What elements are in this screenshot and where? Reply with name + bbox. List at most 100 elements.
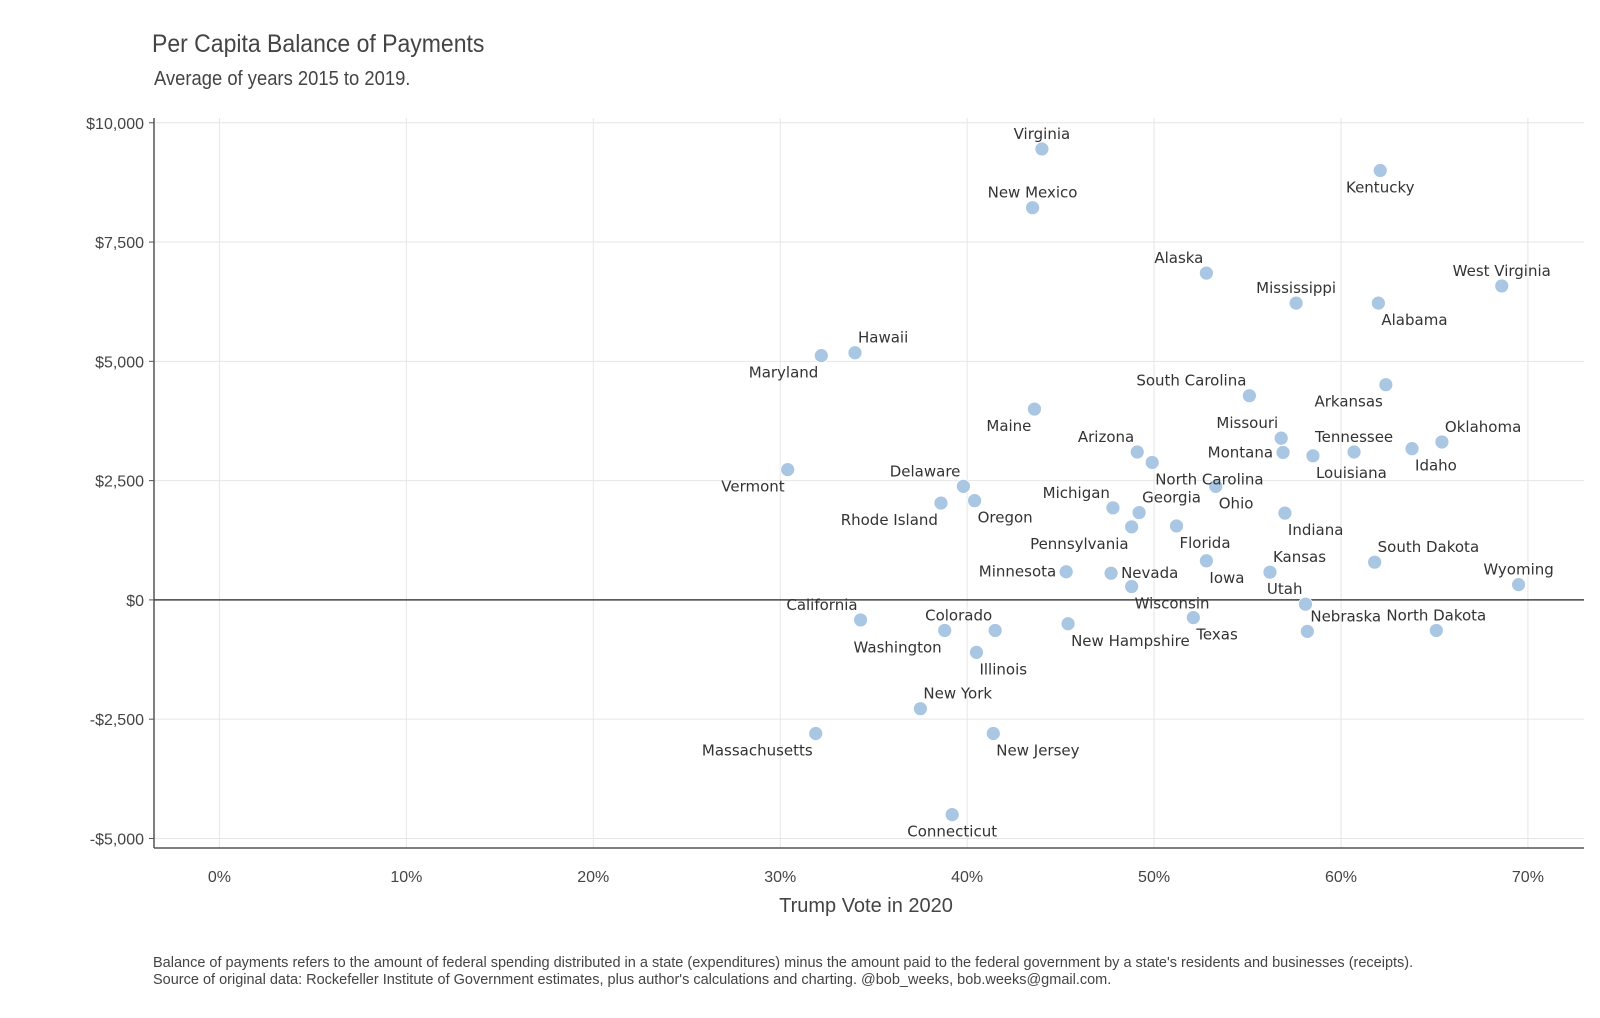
x-axis-ticks: 0% 10% 20% 30% 40% 50% 60% 70% — [208, 869, 1544, 886]
point-california — [853, 612, 868, 628]
label-colorado: Colorado — [925, 606, 992, 624]
point-alabama — [1370, 295, 1386, 311]
x-tick-label: 40% — [951, 869, 983, 886]
label-west-virginia: West Virginia — [1453, 262, 1551, 280]
label-montana: Montana — [1208, 443, 1273, 461]
point-nebraska — [1299, 623, 1315, 639]
y-tick-label: $10,000 — [86, 116, 144, 133]
label-missouri: Missouri — [1216, 414, 1278, 432]
label-utah: Utah — [1267, 580, 1303, 598]
x-tick-label: 10% — [390, 869, 422, 886]
data-points — [780, 141, 1526, 823]
label-connecticut: Connecticut — [907, 823, 997, 841]
point-rhode-island — [933, 495, 949, 511]
label-south-carolina: South Carolina — [1136, 372, 1246, 390]
point-ohio — [1208, 478, 1224, 494]
label-mississippi: Mississippi — [1256, 279, 1336, 297]
scatter-chart: -$5,000 -$2,500 $0 $2,500 $5,000 $7,500 $10,00… — [86, 116, 1584, 917]
grid-lines — [154, 118, 1584, 848]
point-labels: Virginia Kentucky New Mexico Alaska Mississi… — [702, 125, 1554, 841]
point-maine — [1027, 401, 1042, 417]
label-florida: Florida — [1179, 534, 1230, 552]
label-indiana: Indiana — [1288, 521, 1344, 539]
point-arkansas — [1378, 377, 1394, 393]
x-tick-label: 20% — [577, 869, 609, 886]
label-washington: Washington — [854, 638, 942, 656]
x-axis-title: Trump Vote in 2020 — [779, 895, 953, 917]
point-michigan — [1105, 500, 1121, 516]
point-kansas — [1262, 564, 1278, 580]
point-oklahoma — [1434, 434, 1450, 450]
point-hawaii — [847, 345, 863, 361]
point-iowa — [1199, 553, 1214, 569]
point-mississippi — [1288, 295, 1304, 311]
point-new-jersey — [985, 726, 1001, 741]
y-tick-label: $7,500 — [95, 235, 144, 252]
point-south-carolina — [1241, 388, 1257, 404]
label-kentucky: Kentucky — [1346, 178, 1415, 196]
label-north-dakota: North Dakota — [1386, 606, 1486, 624]
y-tick-label: $0 — [126, 593, 144, 610]
chart-subtitle: Average of years 2015 to 2019. — [154, 68, 411, 90]
y-tick-label: -$5,000 — [90, 831, 144, 848]
point-connecticut — [944, 807, 960, 823]
label-massachusetts: Massachusetts — [702, 741, 813, 759]
point-massachusetts — [808, 726, 824, 741]
label-virginia: Virginia — [1014, 125, 1071, 143]
y-tick-label: $5,000 — [95, 354, 144, 371]
x-tick-label: 30% — [764, 869, 796, 886]
label-ohio: Ohio — [1219, 494, 1254, 512]
label-minnesota: Minnesota — [979, 563, 1056, 581]
label-california: California — [786, 596, 857, 614]
label-wisconsin: Wisconsin — [1135, 595, 1210, 613]
point-vermont — [780, 462, 796, 478]
label-maine: Maine — [986, 417, 1031, 435]
y-axis-ticks: -$5,000 -$2,500 $0 $2,500 $5,000 $7,500 $10,00… — [86, 116, 154, 848]
point-florida — [1169, 518, 1184, 534]
point-indiana — [1277, 505, 1293, 521]
label-alaska: Alaska — [1154, 249, 1203, 267]
point-illinois — [969, 644, 984, 660]
label-arkansas: Arkansas — [1314, 393, 1383, 411]
x-tick-label: 60% — [1325, 869, 1357, 886]
point-arizona — [1129, 444, 1145, 460]
label-hawaii: Hawaii — [858, 329, 908, 347]
label-south-dakota: South Dakota — [1378, 538, 1480, 556]
chart-caption: Balance of payments refers to the amount… — [153, 955, 1414, 988]
chart-title: Per Capita Balance of Payments — [152, 30, 485, 58]
label-maryland: Maryland — [749, 364, 819, 382]
label-arizona: Arizona — [1078, 428, 1134, 446]
point-colorado — [987, 623, 1003, 638]
x-tick-label: 70% — [1512, 869, 1544, 886]
point-maryland — [813, 348, 829, 364]
point-missouri — [1273, 430, 1289, 446]
label-rhode-island: Rhode Island — [841, 511, 938, 529]
label-new-hampshire: New Hampshire — [1071, 632, 1190, 650]
point-washington — [937, 623, 953, 638]
axes — [153, 118, 1584, 849]
label-nebraska: Nebraska — [1310, 607, 1381, 625]
point-minnesota — [1058, 564, 1074, 580]
point-virginia — [1034, 141, 1050, 157]
point-new-hampshire — [1060, 616, 1076, 632]
label-new-mexico: New Mexico — [988, 184, 1078, 202]
point-north-carolina — [1144, 455, 1160, 470]
point-new-mexico — [1025, 200, 1040, 216]
point-pennsylvania — [1124, 519, 1140, 535]
label-illinois: Illinois — [979, 660, 1027, 678]
label-texas: Texas — [1195, 626, 1238, 644]
label-louisiana: Louisiana — [1316, 464, 1387, 482]
y-tick-label: $2,500 — [95, 474, 144, 491]
label-tennessee: Tennessee — [1314, 428, 1393, 446]
label-iowa: Iowa — [1209, 569, 1244, 587]
point-idaho — [1404, 441, 1420, 457]
x-tick-label: 50% — [1138, 869, 1170, 886]
point-wyoming — [1511, 577, 1526, 593]
label-nevada: Nevada — [1121, 564, 1178, 582]
point-louisiana — [1305, 448, 1321, 464]
point-wisconsin — [1124, 579, 1140, 594]
label-kansas: Kansas — [1273, 548, 1326, 566]
label-new-york: New York — [923, 685, 992, 703]
label-north-carolina: North Carolina — [1155, 470, 1263, 488]
point-montana — [1275, 445, 1291, 460]
